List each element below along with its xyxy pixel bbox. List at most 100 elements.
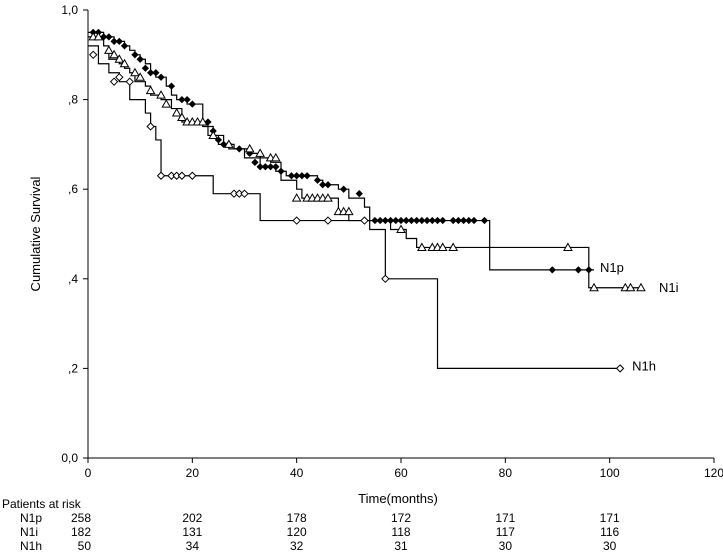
censor-mark-n1i <box>109 49 119 59</box>
censor-mark-n1p <box>574 266 582 274</box>
y-axis-ticks: 0,0 ,2 ,4 ,6 ,8 1,0 <box>61 3 88 465</box>
censor-mark-n1i <box>343 206 354 216</box>
censor-mark-n1i <box>589 282 599 292</box>
censor-mark-n1p <box>428 216 436 225</box>
censor-mark-n1p <box>418 216 426 225</box>
x-tick-label: 120 <box>704 466 723 480</box>
censor-mark-n1p <box>423 216 431 225</box>
censor-mark-n1h <box>360 216 369 225</box>
risk-table-title: Patients at risk <box>2 497 82 511</box>
survival-curve-n1p <box>88 31 595 271</box>
risk-count: 120 <box>287 525 307 539</box>
censor-mark-n1i <box>417 242 427 251</box>
censor-mark-n1p <box>136 55 144 63</box>
x-axis-title: Time(months) <box>358 491 438 506</box>
risk-count: 32 <box>290 539 304 552</box>
censor-mark-n1p <box>303 172 311 180</box>
y-tick-label: ,4 <box>68 272 78 286</box>
censor-mark-n1p <box>272 163 280 171</box>
censor-mark-n1i <box>323 193 333 202</box>
censor-mark-n1i <box>563 242 573 251</box>
censor-mark-n1i <box>104 45 114 54</box>
censor-mark-n1p <box>480 216 489 225</box>
censor-mark-n1i <box>244 143 255 153</box>
censor-mark-n1h <box>89 50 98 60</box>
censor-mark-n1i <box>197 116 208 126</box>
censor-mark-n1i <box>93 31 104 41</box>
censor-mark-n1p <box>188 100 196 108</box>
censor-mark-n1p <box>470 216 478 225</box>
censor-mark-n1i <box>156 90 166 99</box>
censor-mark-n1p <box>115 37 123 45</box>
risk-count: 172 <box>391 511 411 525</box>
y-tick-label: 0,0 <box>61 451 78 465</box>
censor-mark-n1h <box>115 72 124 82</box>
censor-mark-n1p <box>287 172 296 180</box>
series-label-n1i: N1i <box>659 280 679 295</box>
risk-count: 31 <box>394 539 408 552</box>
x-tick-label: 80 <box>499 466 513 480</box>
risk-row-label: N1p <box>20 511 42 525</box>
censor-mark-n1i <box>114 54 125 63</box>
survival-curve-n1i <box>88 36 641 289</box>
risk-count: 171 <box>600 511 620 525</box>
series-label-n1p: N1p <box>600 260 624 275</box>
risk-count: 171 <box>495 511 515 525</box>
censor-mark-n1p <box>397 216 405 225</box>
censor-mark-n1i <box>625 282 636 292</box>
censor-mark-n1p <box>324 181 332 189</box>
censor-mark-n1i <box>130 67 140 77</box>
censor-mark-n1h <box>292 216 301 225</box>
risk-row-n1i: N1i 182 131 120 118 117 116 <box>20 525 620 539</box>
risk-count: 116 <box>600 525 619 539</box>
censor-mark-n1p <box>152 69 160 77</box>
risk-row-n1h: N1h 50 34 32 31 30 30 <box>20 539 617 552</box>
y-tick-label: ,6 <box>68 182 78 196</box>
censor-mark-n1p <box>454 216 463 225</box>
risk-count: 182 <box>71 525 91 539</box>
y-axis-title: Cumulative Survival <box>28 176 43 291</box>
censor-mark-n1h <box>177 171 187 180</box>
censor-mark-n1p <box>392 216 400 225</box>
censor-mark-n1h <box>125 77 134 86</box>
censor-mark-n1i <box>437 242 448 251</box>
censor-mark-n1p <box>178 95 186 104</box>
censor-mark-n1p <box>465 216 473 225</box>
risk-count: 30 <box>499 539 513 552</box>
censor-mark-n1p <box>449 216 457 225</box>
censor-mark-n1p <box>293 172 301 180</box>
censor-mark-n1p <box>261 163 269 171</box>
censor-mark-n1p <box>319 181 327 189</box>
censor-mark-n1p <box>120 42 129 50</box>
censor-mark-n1i <box>448 242 459 251</box>
risk-table: Patients at risk N1p 258 202 178 172 171 171N1… <box>2 497 620 552</box>
risk-count: 131 <box>182 525 202 539</box>
censor-mark-n1p <box>339 185 348 193</box>
censor-mark-n1h <box>381 274 390 284</box>
series-n1i <box>88 31 646 292</box>
censor-mark-n1p <box>313 176 322 184</box>
censor-mark-n1i <box>161 99 172 108</box>
censor-mark-n1h <box>188 171 197 180</box>
censor-mark-n1p <box>204 118 212 126</box>
x-tick-label: 60 <box>394 466 408 480</box>
x-tick-label: 20 <box>186 466 200 480</box>
censor-mark-n1i <box>177 112 187 122</box>
censor-mark-n1i <box>255 148 266 157</box>
risk-count: 118 <box>391 525 410 539</box>
censor-mark-n1p <box>433 216 442 225</box>
censor-mark-n1i <box>270 152 281 162</box>
censor-mark-n1h <box>146 122 155 131</box>
censor-mark-n1i <box>171 108 182 117</box>
censor-mark-n1p <box>110 37 118 45</box>
censor-mark-n1p <box>413 216 421 225</box>
censor-mark-n1p <box>355 190 363 198</box>
censor-mark-n1i <box>396 224 406 234</box>
censor-mark-n1h <box>240 189 249 198</box>
censor-mark-n1h <box>615 364 625 373</box>
censor-mark-n1i <box>291 193 302 202</box>
series-layer <box>88 28 646 373</box>
risk-row-label: N1h <box>20 539 42 552</box>
y-tick-label: 1,0 <box>61 3 78 17</box>
